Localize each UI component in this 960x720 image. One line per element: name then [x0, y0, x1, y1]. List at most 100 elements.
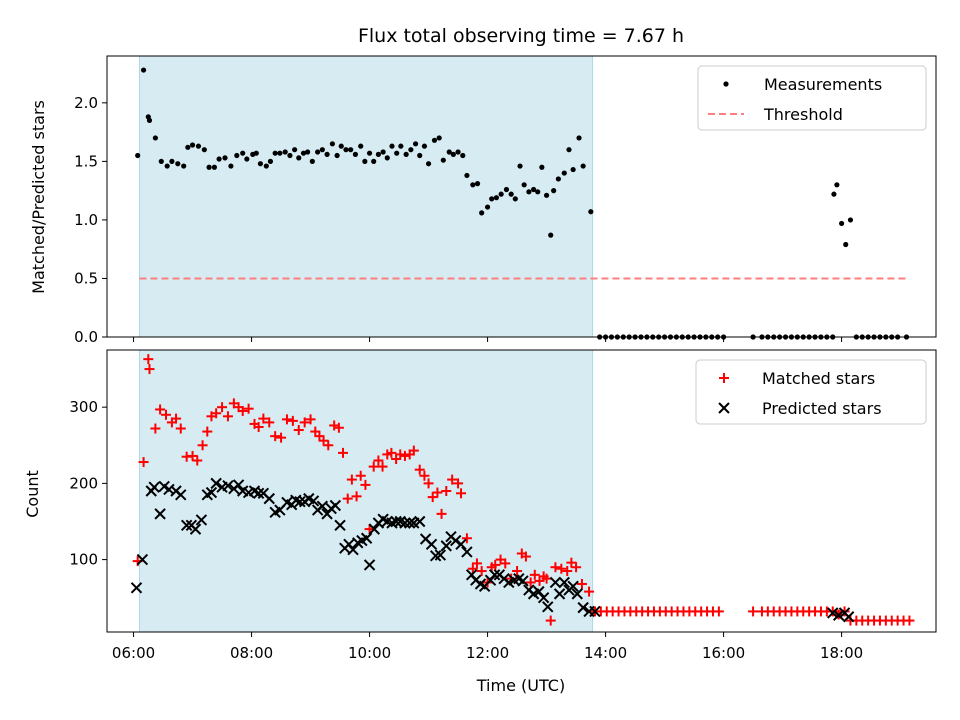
measurement-point — [484, 204, 491, 210]
measurement-point — [493, 195, 500, 201]
measurement-point — [164, 163, 170, 169]
bottom-legend-box — [695, 359, 927, 425]
bottom-legend: Matched stars Predicted stars — [695, 359, 927, 425]
measurement-point — [526, 189, 532, 195]
measurement-point — [460, 152, 466, 159]
matched-star-point — [545, 615, 556, 626]
legend-label: Matched stars — [762, 369, 875, 388]
predicted-star-point — [517, 575, 529, 587]
matched-star-point — [500, 558, 511, 569]
legend-matched-marker — [719, 373, 729, 383]
measurement-point — [389, 143, 395, 149]
predicted-star-point — [414, 515, 426, 528]
matched-star-point — [211, 408, 222, 419]
matched-star-point — [408, 445, 419, 456]
matched-star-point — [490, 559, 501, 570]
predicted-star-point — [347, 543, 359, 556]
measurement-point — [206, 164, 212, 170]
matched-star-point — [197, 440, 208, 451]
measurement-point — [375, 151, 382, 157]
measurement-point — [216, 156, 222, 162]
matched-star-point — [453, 478, 464, 489]
matched-star-point — [436, 508, 447, 519]
predicted-star-point — [360, 532, 373, 544]
measurement-point — [181, 163, 187, 169]
predicted-star-point — [440, 540, 452, 552]
measurement-point — [315, 149, 321, 155]
top-axes-frame — [106, 55, 937, 338]
measurement-point — [464, 172, 470, 179]
matched-star-point — [476, 566, 487, 577]
legend-label: Predicted stars — [762, 399, 882, 418]
measurement-point — [158, 158, 164, 164]
matched-star-point — [155, 404, 166, 415]
measurement-point — [240, 150, 246, 156]
legend-predicted-marker — [718, 402, 730, 414]
matched-star-point — [566, 557, 577, 568]
matched-star-point — [713, 606, 724, 617]
matched-star-point — [456, 488, 467, 499]
measurement-point — [508, 191, 514, 197]
predicted-star-point — [368, 523, 380, 535]
measurement-point — [329, 141, 335, 147]
measurement-point — [455, 149, 461, 155]
matched-star-point — [270, 431, 281, 442]
measurement-point — [195, 143, 202, 149]
measurement-point — [324, 151, 330, 157]
x-tick-label: 06:00 — [112, 644, 155, 662]
top-y-axis-title: Matched/Predicted stars — [29, 100, 48, 294]
matched-star-point — [904, 615, 915, 626]
matched-star-point — [143, 354, 154, 365]
predicted-star-point — [195, 514, 208, 526]
matched-star-point — [414, 464, 425, 475]
matched-star-point — [368, 461, 379, 472]
predicted-star-point — [549, 576, 562, 589]
predicted-star-point — [307, 495, 320, 507]
predicted-star-point — [232, 479, 245, 491]
legend-label: Measurements — [764, 75, 882, 94]
predicted-star-point — [537, 591, 550, 604]
matched-star-point — [293, 425, 304, 436]
matched-star-point — [138, 457, 149, 468]
measurement-point — [348, 147, 354, 153]
measurement-point — [403, 151, 409, 157]
chart-title: Flux total observing time = 7.67 h — [358, 25, 684, 47]
measurement-point — [175, 161, 181, 167]
measurement-point — [358, 143, 364, 149]
matched-star-point — [276, 432, 287, 443]
predicted-star-point — [263, 492, 275, 505]
predicted-star-point — [832, 609, 845, 621]
predicted-star-point — [334, 519, 346, 532]
predicted-star-point — [827, 607, 839, 619]
matched-star-point — [395, 449, 406, 460]
matched-star-point — [576, 578, 587, 589]
bottom-panel: 100 200 300 06:00 08:00 10:00 12:00 14:00 16:00 1… — [69, 349, 937, 662]
matched-star-point — [520, 551, 531, 562]
matched-star-point — [441, 486, 452, 496]
predicted-star-point — [180, 519, 193, 532]
measurement-point — [135, 152, 141, 159]
matched-star-point — [748, 606, 759, 617]
matched-star-point — [550, 562, 561, 573]
measurement-point — [412, 141, 419, 147]
measurement-point — [140, 67, 147, 73]
measurement-point — [566, 147, 572, 153]
matched-star-point — [556, 563, 567, 574]
matched-star-point — [461, 533, 472, 544]
matched-star-point — [258, 413, 269, 424]
measurement-point — [319, 147, 325, 153]
matched-star-point — [253, 421, 264, 432]
matched-star-point — [399, 450, 410, 461]
predicted-star-point — [189, 523, 202, 535]
matched-star-point — [150, 423, 161, 434]
matched-star-point — [432, 487, 443, 498]
measurement-point — [152, 135, 158, 141]
predicted-star-point — [488, 569, 501, 581]
predicted-star-point — [294, 495, 306, 508]
predicted-star-point — [434, 549, 447, 561]
predicted-star-point — [329, 499, 342, 512]
measurement-point — [512, 196, 518, 202]
measurement-point — [555, 176, 561, 182]
top-observing-span — [138, 55, 594, 338]
measurement-point — [834, 182, 840, 188]
